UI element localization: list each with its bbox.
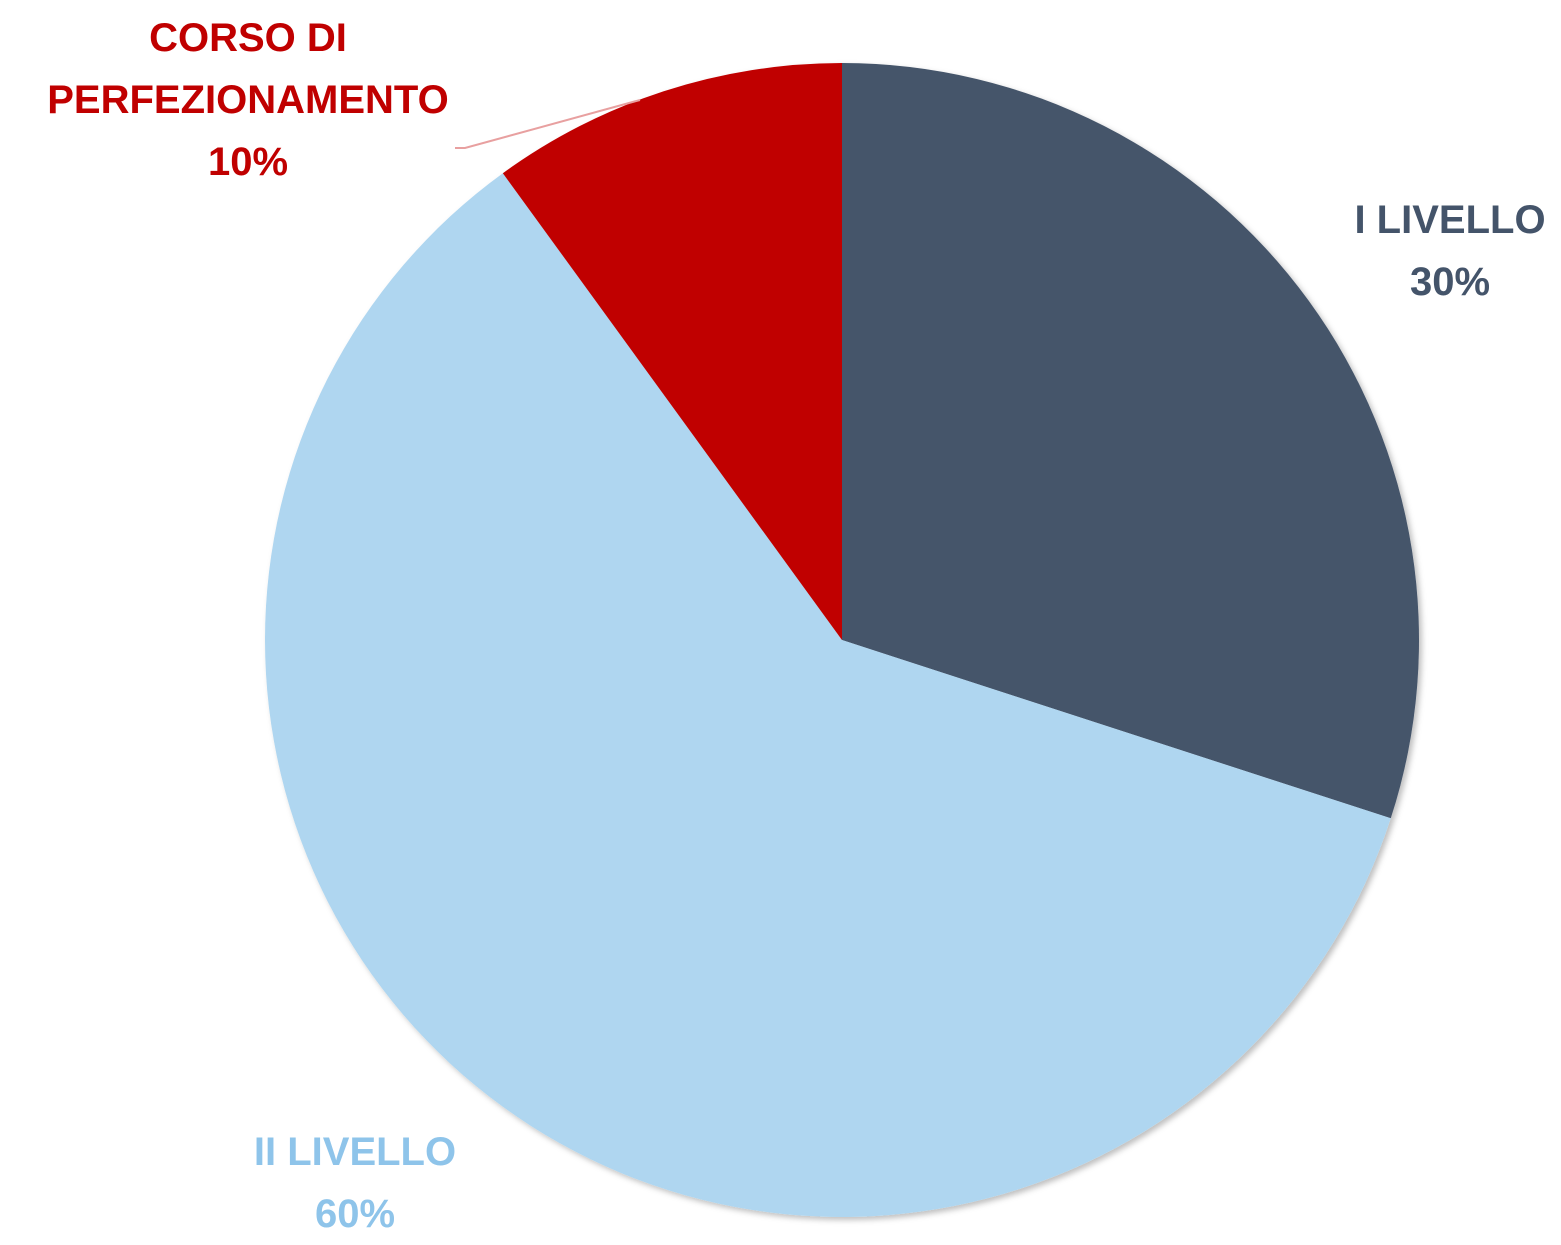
pie-slice xyxy=(264,173,1391,1218)
category-label: I LIVELLO xyxy=(1354,198,1546,242)
value-label: 60% xyxy=(314,1192,396,1236)
data-label: CORSO DI PERFEZIONAMENTO 10% xyxy=(13,7,483,193)
data-label: II LIVELLO 60% xyxy=(205,1121,505,1245)
data-label: I LIVELLO 30% xyxy=(1300,189,1561,313)
value-label: 30% xyxy=(1409,260,1491,304)
pie xyxy=(264,63,1419,1218)
pie-slice xyxy=(502,63,842,640)
category-label: II LIVELLO xyxy=(253,1130,457,1174)
pie-slice xyxy=(842,63,1419,819)
value-label: 10% xyxy=(207,140,289,184)
leader-line xyxy=(455,99,641,149)
category-label: CORSO DI PERFEZIONAMENTO xyxy=(47,16,449,122)
